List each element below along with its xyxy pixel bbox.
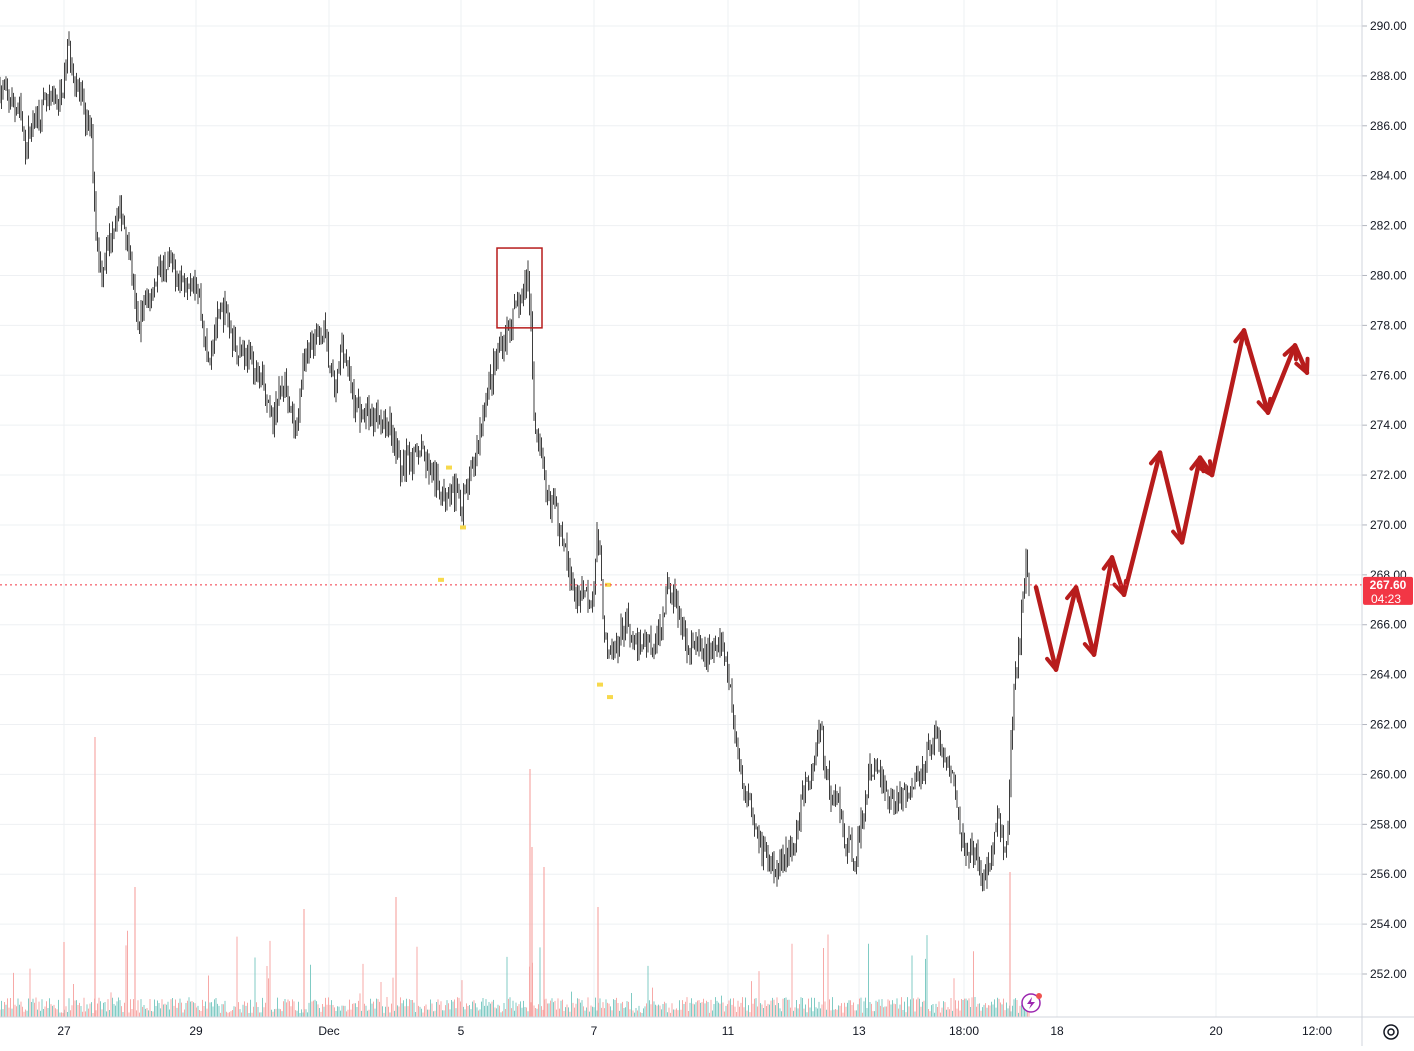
bar-countdown-label: 04:23	[1371, 592, 1401, 606]
signal-marker	[438, 577, 444, 582]
forecast-segment	[1265, 343, 1298, 415]
signal-marker	[460, 525, 466, 530]
forecast-segment	[1179, 455, 1203, 545]
highlight-box	[496, 247, 543, 329]
x-tick-label: 18:00	[949, 1024, 979, 1038]
y-tick-label: 278.00	[1370, 318, 1407, 332]
forecast-segment	[1091, 555, 1115, 657]
x-tick-label: 27	[57, 1024, 71, 1038]
forecast-arrowhead	[1294, 356, 1310, 375]
y-tick-label: 254.00	[1370, 917, 1407, 931]
y-tick-label: 280.00	[1370, 268, 1407, 282]
y-tick-label: 262.00	[1370, 718, 1407, 732]
forecast-segment	[1209, 328, 1247, 478]
y-tick-label: 264.00	[1370, 668, 1407, 682]
forecast-segment	[1157, 450, 1185, 545]
x-tick-label: 18	[1050, 1024, 1064, 1038]
x-tick-label: 5	[458, 1024, 465, 1038]
lightning-icon[interactable]	[1021, 993, 1042, 1013]
price-axis[interactable]: 290.00 288.00 286.00 284.00 282.00 280.00 278.…	[1361, 0, 1407, 1046]
forecast-segment	[1033, 585, 1059, 672]
signal-marker	[597, 682, 603, 687]
annotation-layer	[496, 247, 543, 329]
x-tick-label: 11	[722, 1024, 735, 1038]
x-tick-label: 20	[1209, 1024, 1223, 1038]
volume-bars	[0, 737, 1030, 1017]
settings-gear-icon[interactable]	[1383, 1024, 1399, 1040]
y-tick-label: 290.00	[1370, 19, 1407, 33]
y-tick-label: 258.00	[1370, 817, 1407, 831]
signal-marker	[446, 465, 452, 470]
y-tick-label: 282.00	[1370, 219, 1407, 233]
forecast-segment	[1121, 450, 1163, 598]
y-tick-label: 286.00	[1370, 119, 1407, 133]
y-tick-label: 274.00	[1370, 418, 1407, 432]
forecast-segment	[1109, 555, 1127, 598]
y-tick-label: 270.00	[1370, 518, 1407, 532]
signal-marker	[607, 695, 613, 700]
y-tick-label: 252.00	[1370, 967, 1407, 981]
price-candles	[0, 31, 1030, 892]
x-tick-label: 12:00	[1302, 1024, 1332, 1038]
last-price-badge: 267.60 04:23	[1363, 576, 1413, 606]
x-tick-label: 7	[591, 1024, 598, 1038]
forecast-segment	[1073, 585, 1097, 657]
forecast-segment	[1241, 328, 1271, 415]
x-tick-label: 29	[189, 1024, 203, 1038]
y-tick-label: 266.00	[1370, 618, 1407, 632]
y-tick-label: 284.00	[1370, 169, 1407, 183]
forecast-segment	[1053, 585, 1079, 672]
forecast-segment	[1292, 343, 1310, 376]
time-axis[interactable]: 27 29 Dec 5 7 11 13 18:00 18 20 12:00	[0, 1016, 1414, 1038]
y-tick-label: 272.00	[1370, 468, 1407, 482]
y-tick-label: 260.00	[1370, 767, 1407, 781]
y-tick-label: 288.00	[1370, 69, 1407, 83]
x-tick-label: 13	[852, 1024, 866, 1038]
signal-markers	[438, 465, 613, 700]
last-price-label: 267.60	[1370, 578, 1407, 592]
x-tick-label: Dec	[318, 1024, 339, 1038]
forecast-arrows	[1033, 328, 1310, 672]
y-tick-label: 256.00	[1370, 867, 1407, 881]
signal-marker	[605, 582, 611, 587]
y-tick-label: 276.00	[1370, 368, 1407, 382]
